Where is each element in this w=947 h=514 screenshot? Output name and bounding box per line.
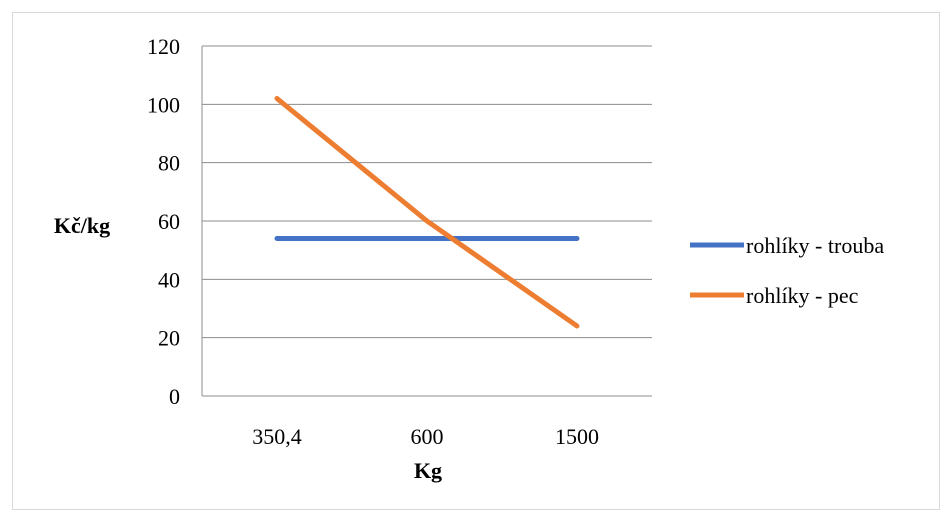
y-tick-label: 20	[158, 326, 180, 351]
y-tick-label: 120	[147, 34, 180, 59]
series-lines	[274, 96, 580, 329]
series-line-2	[274, 96, 580, 329]
x-axis-title: Kg	[414, 458, 442, 483]
y-tick-label: 40	[158, 267, 180, 292]
gridlines	[201, 45, 652, 397]
x-tick-label: 1500	[555, 424, 599, 449]
legend: rohlíky - trouba rohlíky - pec	[690, 233, 884, 308]
x-tick-label: 350,4	[252, 424, 302, 449]
y-tick-label: 100	[147, 92, 180, 117]
x-tick-label: 600	[411, 424, 444, 449]
chart-frame	[12, 12, 940, 510]
y-tick-label: 60	[158, 209, 180, 234]
y-tick-label: 80	[158, 151, 180, 176]
y-tick-labels: 0 20 40 60 80 100 120	[147, 34, 180, 409]
y-axis-title: Kč/kg	[54, 213, 110, 238]
y-tick-label: 0	[169, 384, 180, 409]
legend-label: rohlíky - pec	[746, 283, 859, 308]
x-tick-labels: 350,4 600 1500	[252, 424, 599, 449]
legend-label: rohlíky - trouba	[746, 233, 884, 258]
